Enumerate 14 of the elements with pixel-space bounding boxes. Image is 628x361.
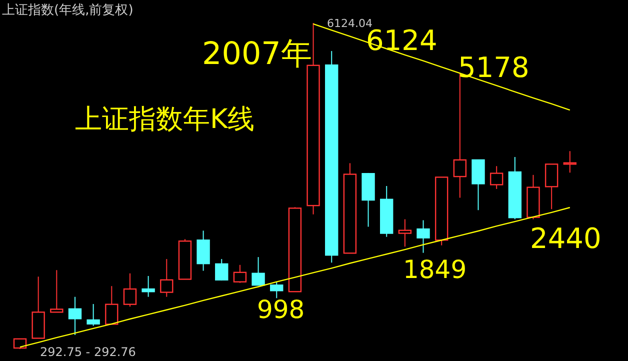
candlestick [416, 220, 430, 254]
annotation: 2440 [530, 222, 602, 255]
candlestick [398, 218, 412, 248]
annotation: 292.75 - 292.76 [40, 345, 136, 359]
annotation: 2007年 [202, 36, 312, 72]
chart-title: 上证指数(年线,前复权) [2, 3, 134, 18]
annotation: 上证指数年K线 [75, 104, 255, 135]
candlestick [196, 230, 210, 272]
annotation: 5178 [458, 51, 530, 84]
candlestick [68, 296, 82, 336]
annotation: 1849 [403, 255, 467, 284]
candlestick [325, 50, 338, 264]
candlestick [142, 275, 155, 298]
annotation: 998 [257, 295, 305, 324]
